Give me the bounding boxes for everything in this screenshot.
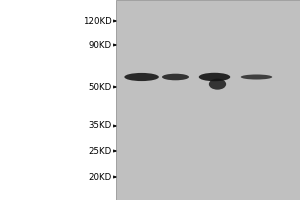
Ellipse shape xyxy=(124,73,159,81)
Text: 25KD: 25KD xyxy=(88,146,112,156)
Ellipse shape xyxy=(209,79,226,90)
Text: 120KD: 120KD xyxy=(83,17,112,25)
Bar xyxy=(116,0,300,200)
Ellipse shape xyxy=(199,73,230,81)
Text: 90KD: 90KD xyxy=(88,40,112,49)
Ellipse shape xyxy=(241,74,272,80)
Ellipse shape xyxy=(162,74,189,80)
Text: 50KD: 50KD xyxy=(88,83,112,92)
Text: 20KD: 20KD xyxy=(88,172,112,182)
Text: 35KD: 35KD xyxy=(88,121,112,130)
